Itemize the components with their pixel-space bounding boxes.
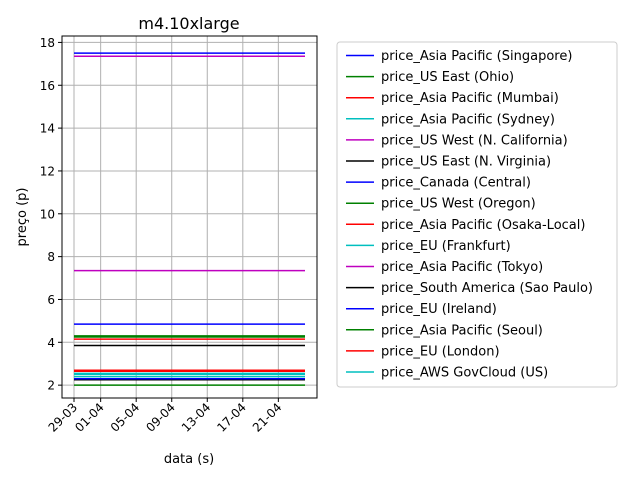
y-tick-label: 8 xyxy=(47,250,55,264)
legend: price_Asia Pacific (Singapore) price_US E… xyxy=(336,41,618,388)
y-tick-label: 4 xyxy=(47,336,55,350)
chart-title: m4.10xlarge xyxy=(138,14,239,33)
plot-frame xyxy=(61,35,318,399)
y-tick-label: 10 xyxy=(40,207,55,221)
legend-label: price_Asia Pacific (Mumbai) xyxy=(381,91,559,106)
series-lines xyxy=(74,52,305,386)
legend-label: price_Asia Pacific (Singapore) xyxy=(381,49,572,64)
y-tick-label: 18 xyxy=(40,36,55,50)
y-tick-label: 12 xyxy=(40,164,55,178)
legend-label: price_AWS GovCloud (US) xyxy=(381,366,548,381)
x-axis-label: data (s) xyxy=(164,452,214,467)
legend-label: price_US West (Oregon) xyxy=(381,197,536,212)
legend-label: price_Canada (Central) xyxy=(381,176,531,191)
y-tick-label: 2 xyxy=(47,379,55,393)
legend-label: price_EU (London) xyxy=(381,344,500,359)
legend-label: price_South America (Sao Paulo) xyxy=(381,281,593,296)
legend-label: price_Asia Pacific (Osaka-Local) xyxy=(381,218,585,233)
legend-label: price_Asia Pacific (Tokyo) xyxy=(381,260,543,275)
y-axis-label: preço (p) xyxy=(15,188,30,247)
legend-label: price_EU (Ireland) xyxy=(381,302,497,317)
legend-label: price_Asia Pacific (Sydney) xyxy=(381,112,555,127)
y-tick-label: 6 xyxy=(47,293,55,307)
legend-label: price_US West (N. California) xyxy=(381,133,568,148)
legend-label: price_US East (N. Virginia) xyxy=(381,155,551,170)
y-axis-ticks: 2 4 6 8 10 12 14 16 18 xyxy=(40,36,62,393)
legend-label: price_US East (Ohio) xyxy=(381,70,514,85)
legend-frame xyxy=(336,41,618,388)
y-tick-label: 16 xyxy=(40,79,55,93)
legend-items: price_Asia Pacific (Singapore) price_US E… xyxy=(346,49,593,381)
legend-label: price_Asia Pacific (Seoul) xyxy=(381,323,543,338)
y-tick-label: 14 xyxy=(40,122,55,136)
legend-label: price_EU (Frankfurt) xyxy=(381,239,511,254)
